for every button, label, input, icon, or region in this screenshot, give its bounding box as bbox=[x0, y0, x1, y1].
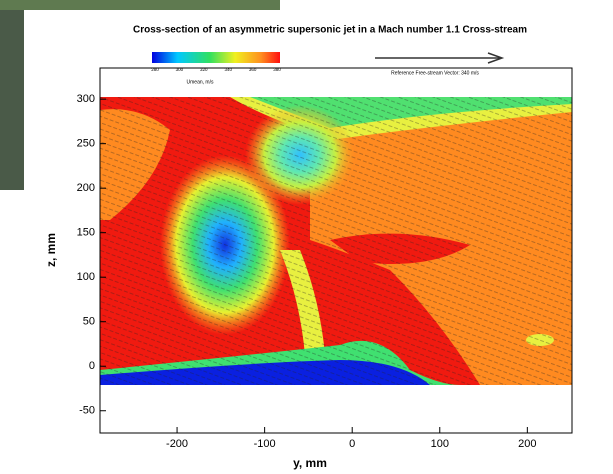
annotation: Reference Free-stream Vector: 340 m/s bbox=[391, 70, 479, 76]
y-tick-label: 200 bbox=[77, 182, 95, 194]
colorbar-tick-label: 380 bbox=[273, 67, 281, 72]
x-axis-label: y, mm bbox=[293, 456, 327, 470]
y-tick-label: 50 bbox=[83, 316, 95, 328]
y-tick-label: 100 bbox=[77, 271, 95, 283]
x-tick-label: -100 bbox=[254, 438, 276, 450]
x-tick-label: -200 bbox=[166, 438, 188, 450]
y-axis-label: z, mm bbox=[44, 233, 58, 267]
colorbar-label: Umean, m/s bbox=[187, 79, 214, 85]
colorbar-tick-label: 340 bbox=[224, 67, 232, 72]
colorbar-tick-label: 360 bbox=[249, 67, 257, 72]
y-tick-label: 300 bbox=[77, 93, 95, 105]
y-tick-label: 150 bbox=[77, 227, 95, 239]
field bbox=[100, 97, 572, 385]
y-tick-label: 0 bbox=[89, 360, 95, 372]
chart: Cross-section of an asymmetric supersoni… bbox=[0, 0, 613, 474]
background-photo bbox=[0, 0, 24, 190]
y-tick-label: 250 bbox=[77, 138, 95, 150]
x-tick-label: 0 bbox=[349, 438, 355, 450]
vector-field bbox=[100, 97, 572, 385]
chart-title: Cross-section of an asymmetric supersoni… bbox=[133, 25, 527, 36]
colorbar-tick-label: 280 bbox=[151, 67, 159, 72]
colorbar bbox=[152, 52, 280, 63]
background-photo bbox=[0, 0, 280, 10]
y-tick-label: -50 bbox=[79, 405, 95, 417]
x-tick-label: 200 bbox=[518, 438, 536, 450]
colorbar-tick-label: 320 bbox=[200, 67, 208, 72]
x-tick-label: 100 bbox=[431, 438, 449, 450]
colorbar-tick-label: 300 bbox=[176, 67, 184, 72]
